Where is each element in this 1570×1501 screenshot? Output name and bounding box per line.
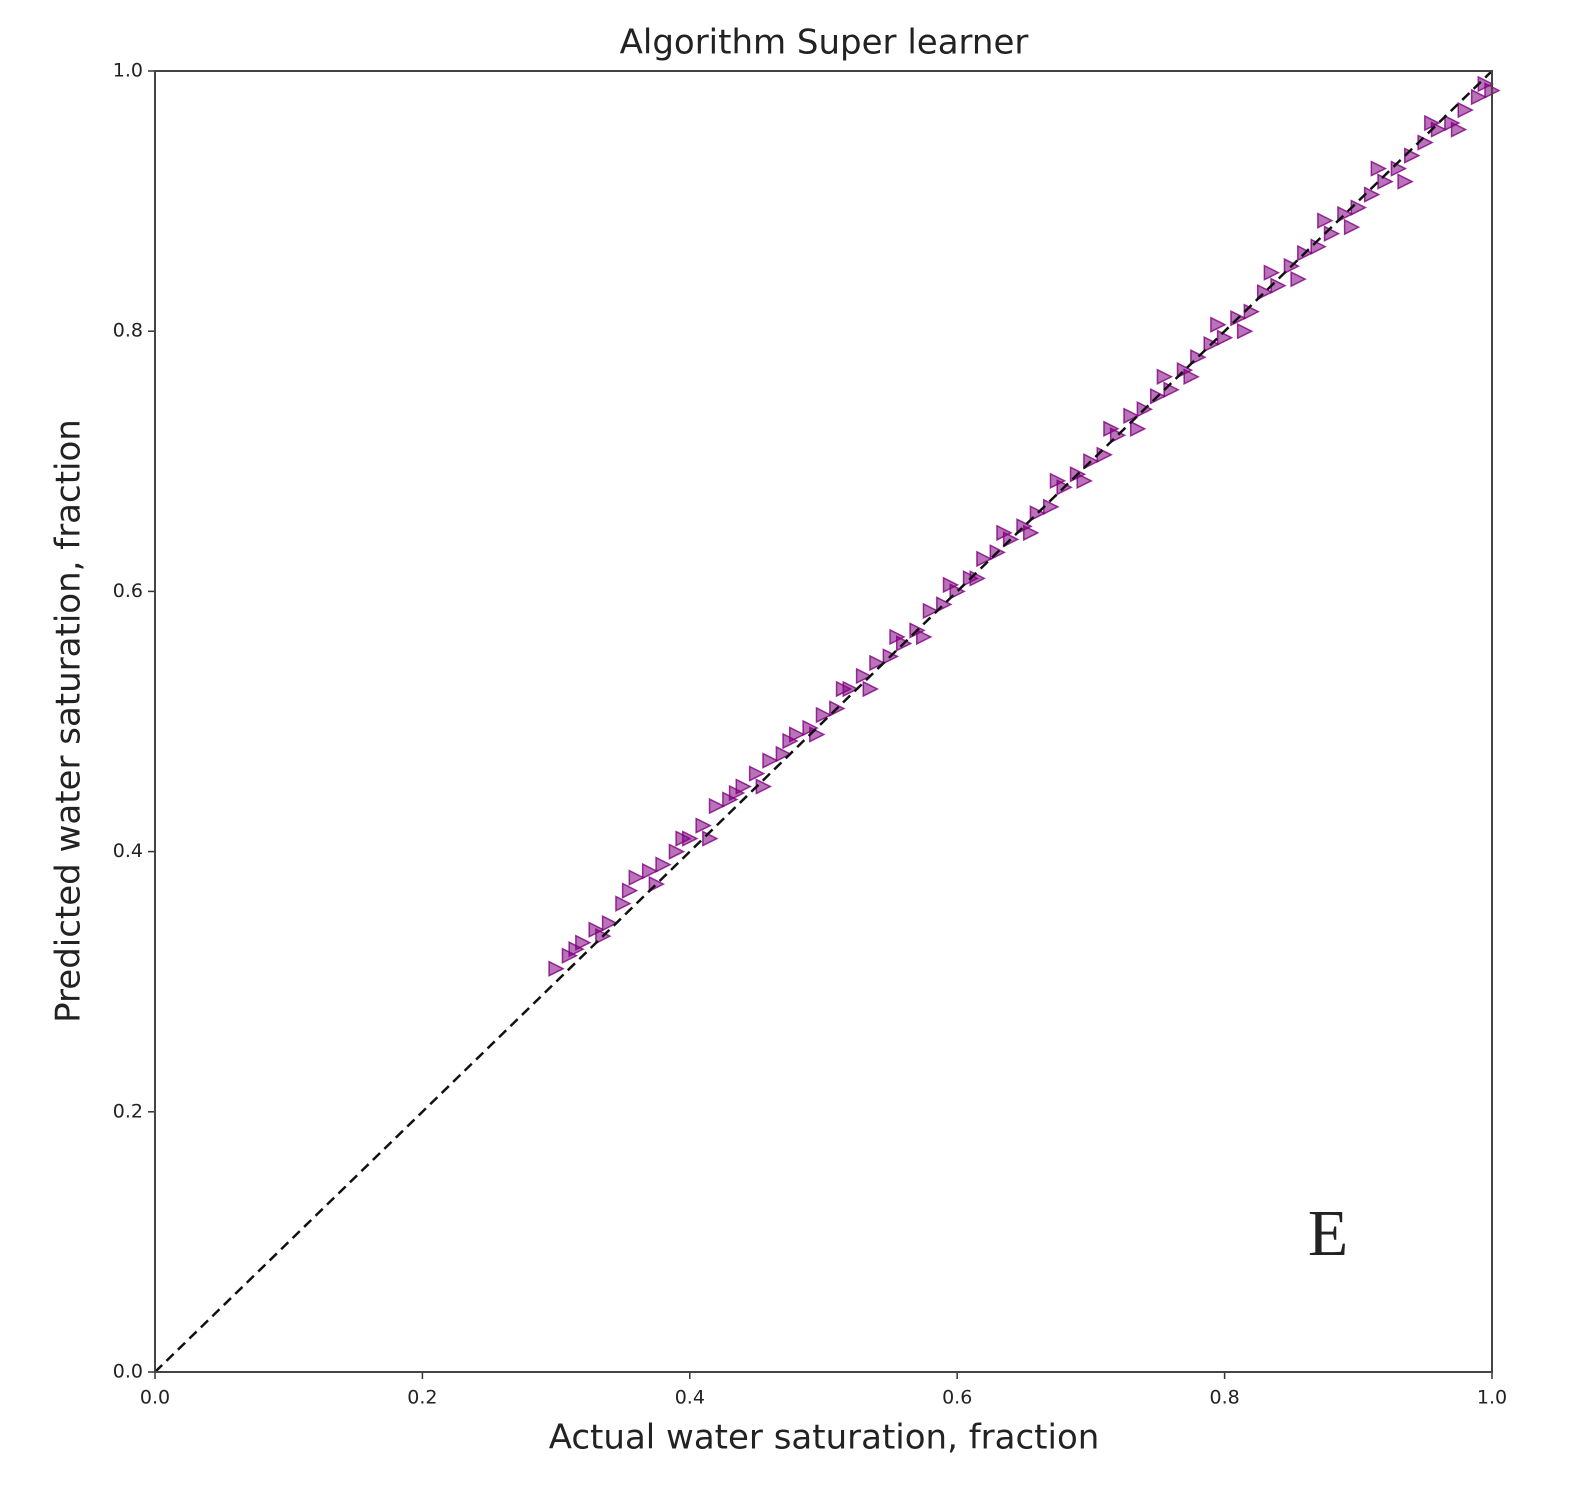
data-point	[655, 856, 672, 873]
data-point	[1103, 420, 1120, 437]
data-point	[835, 680, 853, 698]
data-point	[775, 745, 793, 763]
y-tick-label: 0.6	[113, 580, 143, 602]
data-point	[735, 778, 752, 795]
data-point	[1156, 368, 1174, 385]
data-point	[996, 524, 1013, 542]
data-point	[1216, 329, 1234, 346]
data-point	[1076, 472, 1093, 490]
data-point	[1109, 427, 1127, 444]
data-point	[1424, 114, 1441, 132]
data-point	[601, 914, 619, 932]
x-axis-label: Actual water saturation, fraction	[549, 1418, 1100, 1458]
data-point	[855, 667, 873, 685]
data-point	[1450, 121, 1468, 138]
chart-title: Algorithm Super learner	[620, 23, 1029, 63]
data-point	[976, 550, 993, 568]
data-point	[815, 706, 833, 724]
plot-frame	[154, 70, 1493, 1373]
y-tick-label: 0.4	[113, 840, 143, 862]
data-point	[708, 797, 726, 815]
data-point	[762, 752, 779, 769]
data-point	[728, 784, 746, 802]
data-point	[695, 817, 712, 834]
data-point	[1343, 218, 1361, 236]
data-point	[1210, 316, 1227, 333]
data-point	[1397, 173, 1414, 190]
data-point	[628, 869, 645, 886]
data-point	[869, 654, 886, 672]
x-tick-label: 1.0	[1477, 1387, 1507, 1409]
data-point	[1377, 173, 1394, 190]
data-point	[1183, 368, 1200, 385]
data-point	[1236, 322, 1254, 340]
data-point	[1029, 505, 1047, 522]
data-point	[1457, 101, 1474, 119]
data-point	[1129, 420, 1147, 437]
data-point	[942, 576, 960, 594]
data-point	[1317, 212, 1334, 229]
reference-line	[154, 70, 1493, 1373]
data-point	[1123, 407, 1140, 424]
data-point	[675, 830, 692, 847]
y-tick-label: 0.0	[113, 1361, 143, 1383]
data-point	[668, 843, 686, 860]
data-point	[1470, 88, 1488, 106]
x-tick-label: 0.4	[675, 1387, 705, 1409]
data-point	[641, 862, 659, 880]
data-point	[1370, 160, 1388, 177]
data-point	[568, 940, 585, 958]
data-point	[1190, 349, 1207, 366]
data-point	[1290, 270, 1307, 288]
x-tick-label: 0.2	[407, 1387, 437, 1409]
data-point	[949, 583, 966, 600]
data-point	[748, 765, 766, 782]
data-point	[1022, 524, 1040, 542]
x-tick-label: 0.8	[1209, 1387, 1239, 1409]
data-point	[621, 882, 639, 899]
data-point	[916, 628, 933, 646]
y-tick-label: 0.8	[113, 320, 143, 342]
x-tick-label: 0.6	[942, 1387, 972, 1409]
panel-annotation: E	[1308, 1197, 1348, 1270]
data-point	[575, 934, 592, 951]
data-point	[1263, 264, 1281, 281]
data-point	[922, 602, 940, 620]
data-point	[615, 895, 632, 912]
data-point	[862, 680, 879, 698]
y-tick-label: 1.0	[113, 60, 143, 82]
y-axis-label: Predicted water saturation, fraction	[49, 419, 89, 1023]
data-point	[889, 628, 906, 646]
data-point	[782, 732, 799, 750]
data-point	[1049, 472, 1067, 490]
y-tick-label: 0.2	[113, 1100, 143, 1122]
x-tick-label: 0.0	[140, 1387, 170, 1409]
data-point	[789, 726, 806, 743]
data-point	[548, 960, 565, 977]
